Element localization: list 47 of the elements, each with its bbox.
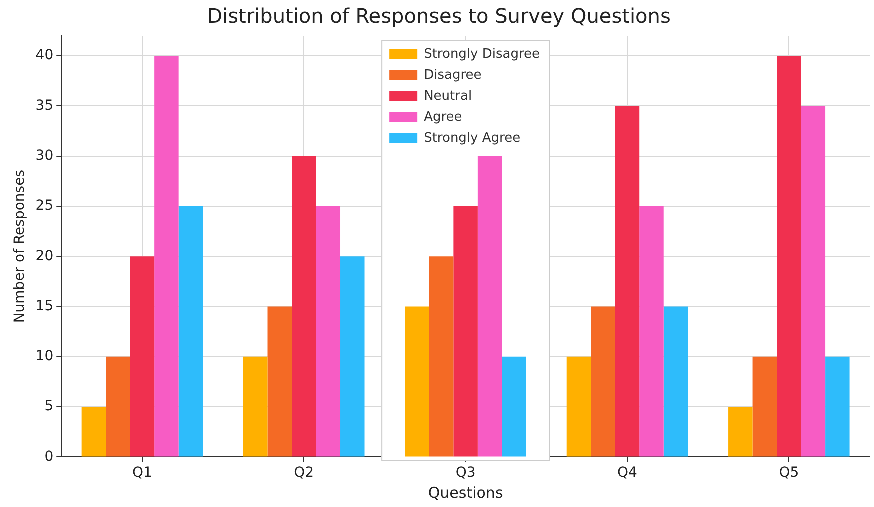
- y-tick-label: 40: [36, 48, 54, 64]
- bar: [82, 407, 106, 457]
- bar: [752, 356, 778, 457]
- legend-label: Strongly Agree: [424, 130, 521, 146]
- x-tick-label: Q2: [294, 465, 314, 482]
- y-tick-label: 20: [36, 248, 54, 264]
- bar: [316, 206, 341, 457]
- y-tick-label: 30: [36, 148, 54, 164]
- bar: [826, 356, 850, 457]
- bar: [478, 156, 502, 457]
- x-axis-title: Questions: [428, 484, 504, 502]
- bar: [777, 56, 802, 457]
- y-tick-label: 15: [36, 298, 54, 314]
- bar: [244, 356, 268, 457]
- x-tick-label: Q4: [618, 465, 638, 482]
- bar: [640, 206, 664, 457]
- x-tick-label: Q1: [132, 465, 152, 482]
- bar: [130, 256, 155, 457]
- bar: [106, 356, 130, 457]
- x-tick-label: Q3: [456, 465, 476, 482]
- bar: [801, 106, 826, 457]
- y-tick-label: 35: [36, 98, 54, 114]
- y-tick-label: 0: [44, 448, 54, 465]
- bar: [292, 156, 316, 457]
- bar: [566, 356, 592, 457]
- legend-label: Disagree: [424, 68, 482, 83]
- bar: [154, 56, 179, 457]
- bar: [268, 306, 292, 457]
- legend-label: Agree: [424, 110, 462, 125]
- bar: [454, 206, 478, 457]
- bar: [664, 306, 688, 457]
- bar: [178, 206, 204, 457]
- bar: [429, 256, 454, 457]
- legend-label: Strongly Disagree: [424, 46, 540, 62]
- bar: [728, 407, 753, 457]
- bar: [502, 356, 526, 457]
- x-tick-label: Q5: [779, 465, 800, 482]
- chart-title: Distribution of Responses to Survey Questions: [207, 4, 671, 28]
- bar: [340, 256, 365, 457]
- y-tick-label: 25: [36, 198, 54, 214]
- y-axis-title: Number of Responses: [12, 170, 28, 324]
- y-tick-label: 5: [44, 398, 54, 415]
- bar: [591, 306, 616, 457]
- bar: [405, 306, 430, 457]
- bar: [615, 106, 640, 457]
- y-tick-label: 10: [36, 348, 54, 365]
- legend-label: Neutral: [424, 88, 472, 104]
